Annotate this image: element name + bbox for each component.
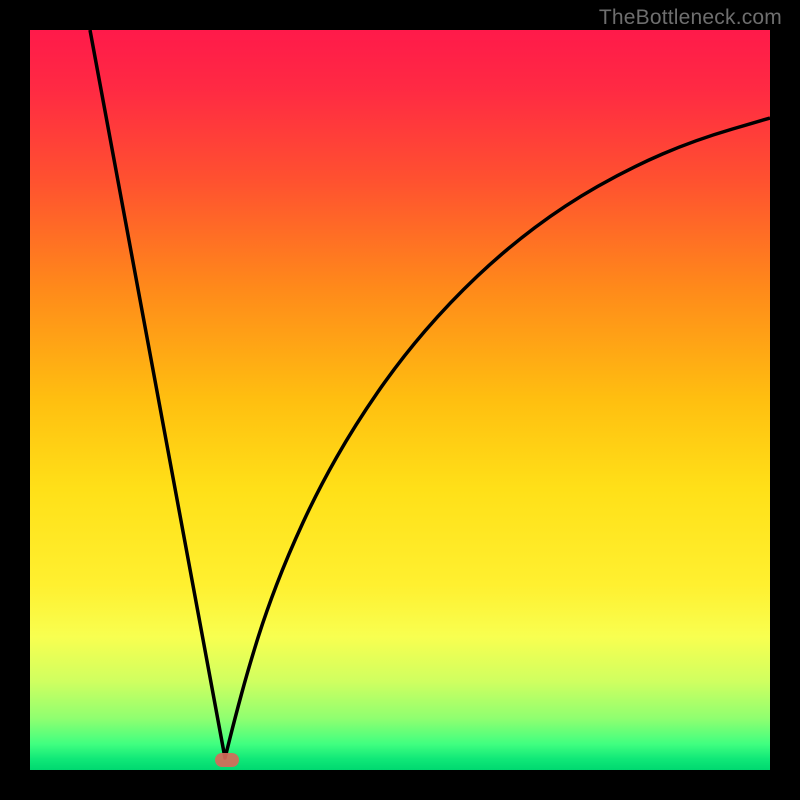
watermark-text: TheBottleneck.com [599, 6, 782, 30]
minimum-marker [215, 753, 239, 767]
gradient-background [30, 30, 770, 770]
chart-svg [30, 30, 770, 770]
chart-frame: TheBottleneck.com [0, 0, 800, 800]
plot-area [30, 30, 770, 770]
